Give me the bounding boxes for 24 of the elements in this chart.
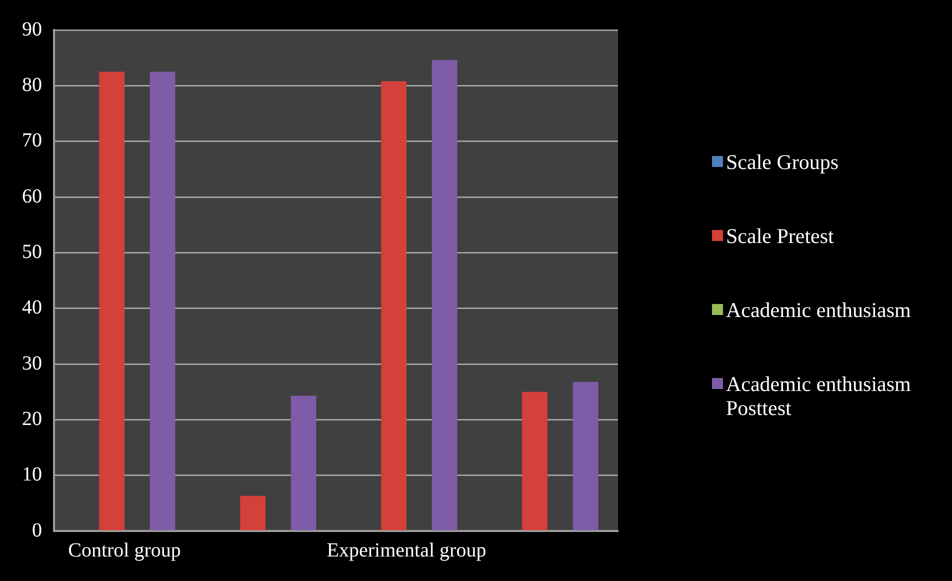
- y-tick-label: 10: [22, 464, 42, 486]
- y-tick-label: 70: [22, 130, 42, 152]
- bar: [99, 72, 124, 530]
- legend-label: Academic enthusiasm Posttest: [726, 372, 912, 420]
- y-tick-label: 80: [22, 74, 42, 96]
- bar: [240, 496, 266, 530]
- x-tick-label: Experimental group: [326, 539, 486, 562]
- legend-label: Scale Pretest: [726, 224, 834, 248]
- bar: [150, 72, 176, 530]
- bar: [572, 382, 598, 530]
- y-tick-label: 20: [22, 408, 42, 430]
- y-tick-label: 50: [22, 240, 42, 263]
- x-tick-label: Control group: [68, 539, 181, 562]
- legend-label: Scale Groups: [726, 150, 839, 174]
- bar: [432, 60, 458, 530]
- bar: [381, 81, 406, 530]
- bar: [290, 396, 316, 530]
- y-tick-label: 30: [22, 352, 42, 374]
- y-tick-label: 60: [22, 185, 42, 208]
- y-tick-label: 0: [32, 519, 42, 542]
- y-tick-label: 40: [22, 296, 42, 319]
- bar: [522, 392, 548, 530]
- legend-label: Academic enthusiasm: [726, 298, 911, 322]
- y-tick-label: 90: [22, 18, 42, 40]
